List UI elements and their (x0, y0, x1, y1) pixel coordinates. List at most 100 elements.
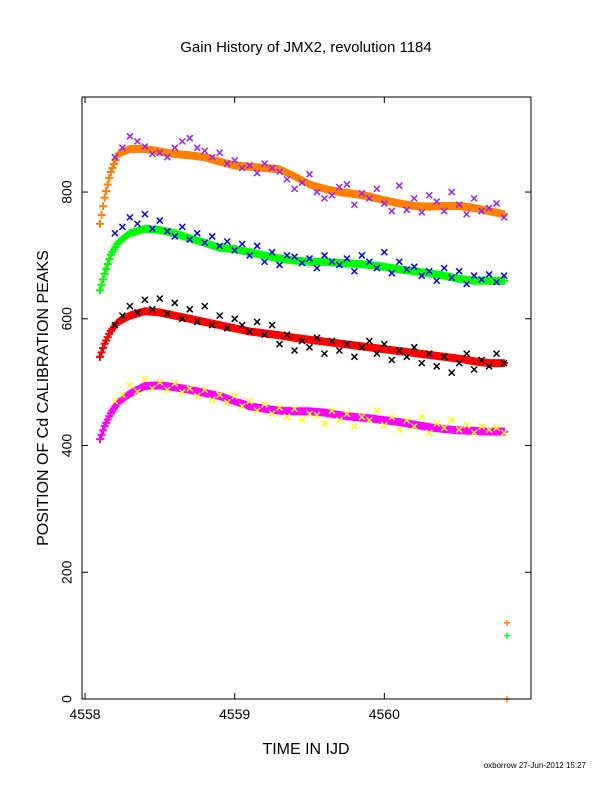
cross-point (388, 207, 396, 215)
cross-point (231, 315, 239, 323)
plus-point (99, 202, 108, 211)
cross-point (201, 147, 209, 155)
cross-point (246, 327, 254, 335)
cross-point (448, 188, 456, 196)
cross-point (358, 251, 366, 259)
cross-point (126, 213, 134, 221)
cross-point (156, 217, 164, 225)
cross-point (133, 388, 141, 396)
cross-point (118, 223, 126, 231)
cross-point (485, 362, 493, 370)
cross-point (470, 272, 478, 280)
cross-point (395, 258, 403, 266)
cross-point (418, 413, 426, 421)
cross-point (268, 410, 276, 418)
cross-point (410, 263, 418, 271)
cross-point (298, 259, 306, 267)
cross-point (261, 331, 269, 339)
cross-point (238, 321, 246, 329)
cross-point (156, 149, 164, 157)
cross-point (268, 164, 276, 172)
cross-point (463, 210, 471, 218)
series-layer (95, 132, 511, 702)
cross-point (455, 201, 463, 209)
cross-point (201, 386, 209, 394)
cross-point (231, 392, 239, 400)
cross-point (253, 407, 261, 415)
y-tick-label: 400 (59, 434, 75, 458)
cross-point (478, 207, 486, 215)
x-tick-label: 4559 (219, 706, 250, 722)
cross-point (201, 239, 209, 247)
cross-point (141, 142, 149, 150)
cross-point (403, 206, 411, 214)
cross-point (276, 340, 284, 348)
cross-point (410, 194, 418, 202)
cross-point (365, 416, 373, 424)
cross-point (500, 213, 508, 221)
cross-point (470, 429, 478, 437)
cross-point (163, 386, 171, 394)
cross-point (133, 308, 141, 316)
cross-point (388, 356, 396, 364)
cross-point (261, 400, 269, 408)
cross-point (156, 294, 164, 303)
cross-point (455, 267, 463, 275)
plus-point (500, 427, 509, 436)
cross-point (133, 137, 141, 145)
cross-point (500, 359, 508, 367)
cross-point (283, 251, 291, 259)
cross-point (365, 258, 373, 266)
cross-point (320, 419, 328, 427)
cross-point (350, 422, 358, 431)
series-1 (111, 132, 508, 221)
plus-point (102, 187, 111, 196)
cross-point (223, 324, 231, 332)
cross-point (178, 388, 186, 396)
cross-point (223, 160, 231, 168)
cross-point (261, 258, 269, 266)
plot-frame (81, 96, 532, 700)
plus-point (97, 430, 106, 439)
series-2 (95, 224, 509, 295)
cross-point (395, 426, 403, 434)
cross-point (358, 189, 366, 197)
cross-point (283, 413, 291, 421)
cross-point (268, 248, 276, 256)
cross-point (163, 153, 171, 161)
cross-point (335, 346, 343, 355)
cross-point (253, 169, 261, 177)
series-5 (111, 294, 508, 377)
plus-point (103, 180, 112, 189)
cross-point (410, 422, 418, 431)
cross-point (118, 312, 126, 320)
cross-point (500, 272, 508, 280)
cross-point (276, 403, 284, 412)
cross-point (463, 421, 471, 429)
cross-point (425, 350, 433, 358)
plus-point (95, 352, 104, 361)
cross-point (178, 315, 186, 323)
plus-point (106, 168, 115, 177)
cross-point (440, 264, 448, 272)
cross-point (141, 210, 149, 218)
cross-point (126, 381, 134, 389)
cross-point (343, 340, 351, 348)
cross-point (305, 255, 314, 263)
cross-point (373, 185, 381, 193)
cross-point (216, 149, 224, 157)
cross-point (350, 353, 358, 361)
cross-point (223, 237, 231, 246)
cross-point (335, 261, 343, 269)
cross-point (358, 343, 366, 351)
cross-point (231, 246, 239, 254)
cross-point (118, 144, 126, 152)
cross-point (216, 242, 224, 250)
plus-point (95, 435, 104, 444)
cross-point (193, 144, 201, 152)
cross-point (373, 350, 381, 358)
cross-point (111, 397, 119, 405)
plus-point (108, 164, 117, 173)
cross-point (246, 397, 254, 405)
cross-point (380, 248, 388, 256)
